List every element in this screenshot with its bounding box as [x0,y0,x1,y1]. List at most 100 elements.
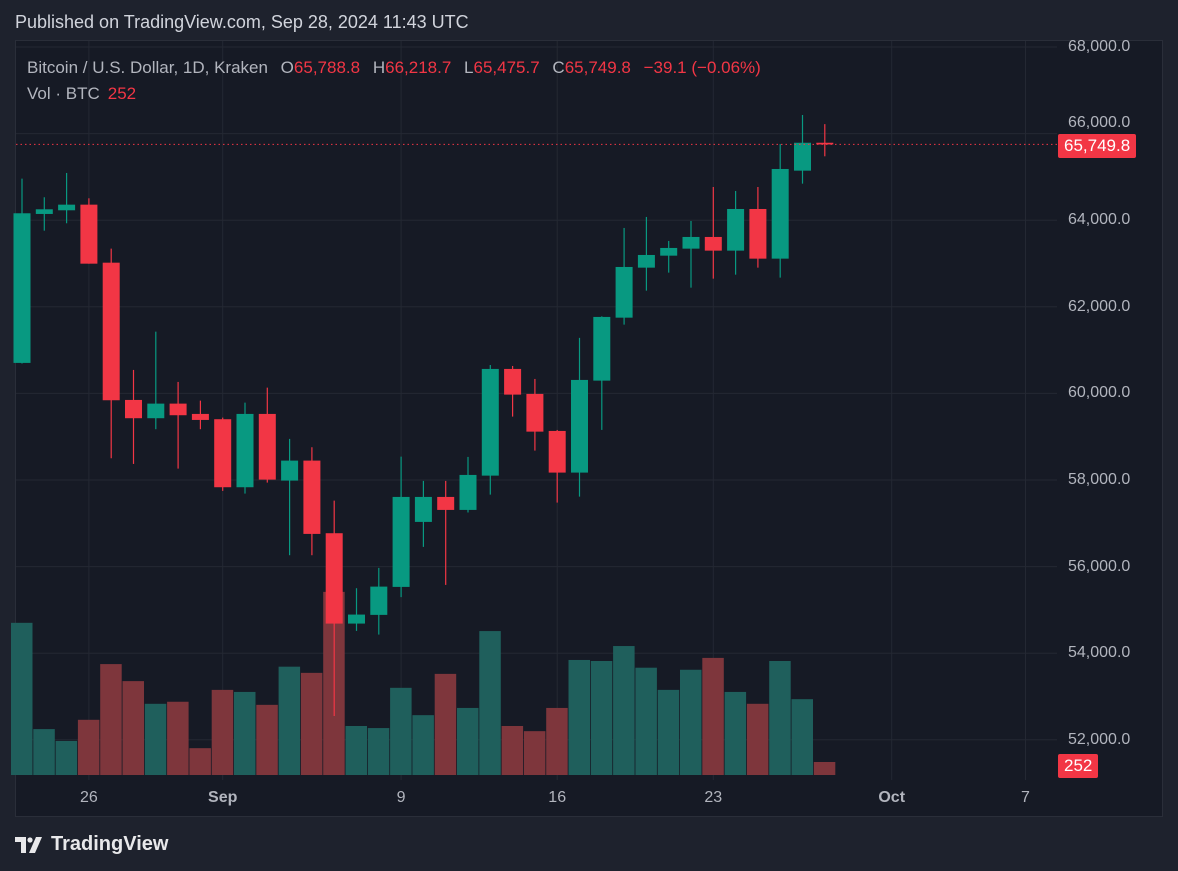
price-tick-label: 58,000.0 [1068,471,1131,488]
candle-body [459,474,477,510]
time-tick-label: 7 [1021,789,1030,806]
volume-bar [144,703,167,775]
time-tick-label: 16 [548,789,567,806]
volume-bar [11,622,33,775]
time-tick-label: Oct [878,789,906,806]
price-tick-label: 60,000.0 [1068,384,1131,402]
last-price-tag: 65,749.8 [1058,134,1137,158]
candle-body [593,316,611,381]
volume-value: 252 [107,84,137,103]
volume-bar [278,666,301,775]
candle-body [548,430,566,473]
candle-body [526,393,544,432]
volume-bar [55,740,78,775]
low-value: 65,475.7 [473,58,540,77]
volume-bar [680,669,702,775]
volume-label[interactable]: Vol · BTC [27,84,100,103]
candle-body [437,496,455,510]
volume-bar [33,729,55,775]
candle-body [58,204,76,211]
candle-body [571,379,588,473]
volume-bar [657,689,680,775]
volume-bar [256,704,278,775]
candle-body [414,496,432,522]
candle-body [749,208,767,259]
candle-body [771,168,789,259]
candle-body [258,413,276,480]
price-tick-label: 62,000.0 [1068,297,1131,315]
volume-bar [234,691,256,775]
candle-body [214,419,232,488]
candle-body [281,460,299,481]
candle-body [392,496,410,587]
volume-bar [412,715,434,775]
volume-bar [479,631,501,775]
volume-bar [613,646,635,775]
candle-body [191,413,209,420]
brand-name: TradingView [51,833,169,855]
price-tick-label: 54,000.0 [1068,644,1131,662]
candle-body [325,533,343,624]
candle-body [637,254,655,268]
volume-bar [122,681,144,775]
candle-body [348,614,365,624]
time-tick-label: 23 [704,789,723,806]
volume-bar [167,701,189,775]
volume-bar [100,664,122,775]
volume-bar [746,703,769,775]
change-value: −39.1 (−0.06%) [643,58,761,77]
close-label: C [552,58,565,77]
candle-body [504,368,522,395]
close-value: 65,749.8 [564,58,631,77]
volume-bar [457,707,479,775]
open-value: 65,788.8 [293,58,361,77]
price-tick-label: 56,000.0 [1068,557,1131,575]
volume-bar [390,687,412,775]
tradingview-logo-icon [15,836,42,853]
volume-bar [77,719,100,775]
volume-bar [300,672,323,775]
candle-body [615,266,633,318]
volume-bar [189,748,211,775]
candle-body [169,403,187,416]
volume-bar [590,660,613,775]
candle-body [794,142,811,171]
price-tick-label: 64,000.0 [1068,211,1131,229]
candle-body [147,403,165,419]
price-tick-label: 52,000.0 [1068,730,1131,748]
low-label: L [464,58,474,77]
candle-body [125,399,142,419]
candle-body [35,209,53,214]
volume-bar [501,725,524,775]
volume-bar [791,699,813,775]
volume-bar [434,673,457,775]
footer-brand[interactable]: TradingView [15,833,168,856]
volume-bar [702,657,724,775]
candle-body [80,204,98,264]
volume-bar [523,731,546,775]
volume-bar [367,728,390,775]
open-label: O [280,58,294,77]
chart-legend: Bitcoin / U.S. Dollar, 1D, Kraken O65,78… [27,55,761,107]
symbol-title[interactable]: Bitcoin / U.S. Dollar, 1D, Kraken [27,58,268,77]
candle-body [102,262,120,401]
time-tick-label: 9 [396,789,406,806]
volume-bar [345,725,367,775]
high-value: 66,218.7 [385,58,452,77]
price-tick-label: 68,000.0 [1068,38,1131,55]
high-label: H [372,58,386,77]
candle-body [727,208,745,251]
candle-body [660,247,678,256]
time-tick-label: 26 [79,789,98,806]
volume-row: Vol · BTC 252 [27,81,761,107]
candle-body [682,236,700,249]
volume-bar [769,660,791,775]
published-caption: Published on TradingView.com, Sep 28, 20… [15,12,469,32]
ohlc-row: Bitcoin / U.S. Dollar, 1D, Kraken O65,78… [27,55,761,81]
volume-bar [635,667,657,775]
candle-body [704,236,722,251]
candle-body [816,142,834,145]
candle-body [370,586,388,615]
volume-bar [724,691,747,775]
